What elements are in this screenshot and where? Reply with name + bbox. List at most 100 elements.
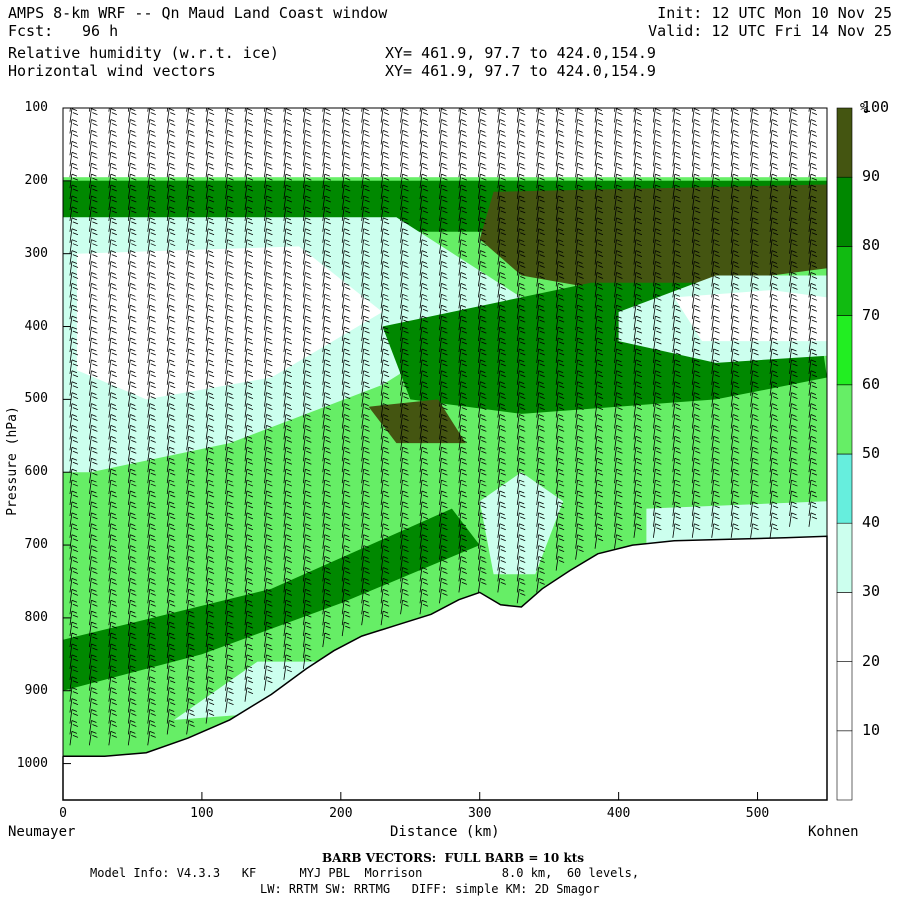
wind-barb — [147, 359, 156, 374]
wind-barb — [302, 556, 312, 571]
wind-barb — [127, 337, 137, 353]
wind-barb — [769, 348, 779, 364]
wind-barb — [225, 184, 234, 200]
wind-barb — [691, 283, 701, 298]
wind-barb — [147, 272, 156, 287]
wind-barb — [361, 272, 370, 287]
wind-barb — [730, 512, 740, 527]
wind-barb — [244, 567, 254, 582]
wind-barb — [419, 228, 429, 243]
wind-barb — [166, 523, 176, 538]
wind-barb — [380, 425, 390, 440]
wind-barb — [302, 283, 312, 298]
wind-barb — [672, 446, 681, 462]
wind-barb — [439, 337, 448, 353]
wind-barb — [769, 425, 779, 440]
wind-barb — [769, 501, 779, 516]
wind-barb — [166, 392, 176, 407]
wind-barb — [341, 130, 351, 145]
wind-barb — [711, 184, 720, 200]
wind-barb — [341, 304, 351, 320]
wind-barb — [264, 326, 273, 342]
wind-barb — [225, 119, 234, 134]
wind-barb — [769, 468, 779, 484]
wind-barb — [575, 119, 584, 134]
wind-barb — [186, 140, 195, 156]
wind-barb — [711, 293, 720, 309]
wind-barb — [361, 315, 370, 331]
wind-barb — [439, 359, 448, 374]
wind-barb — [127, 250, 137, 265]
wind-barb — [769, 337, 779, 353]
wind-barb — [594, 108, 604, 123]
wind-barb — [127, 370, 137, 385]
wind-barb — [166, 414, 176, 429]
wind-barb — [166, 457, 176, 473]
wind-barb — [88, 108, 91, 112]
wind-barb — [555, 392, 565, 407]
wind-barb — [283, 228, 293, 243]
wind-barb — [225, 250, 234, 265]
wind-barb — [614, 293, 623, 309]
wind-barb — [380, 283, 390, 298]
wind-barb — [205, 687, 215, 702]
wind-barb — [400, 217, 409, 232]
wind-barb — [614, 228, 623, 243]
wind-barb — [477, 414, 487, 429]
wind-barb — [419, 140, 429, 156]
wind-barb — [69, 304, 79, 320]
wind-barb — [633, 381, 643, 396]
wind-barb — [225, 457, 234, 473]
wind-barb — [575, 501, 584, 516]
wind-barb — [147, 337, 156, 353]
wind-barb — [575, 468, 584, 484]
wind-barb — [341, 588, 351, 604]
wind-barb — [458, 512, 468, 527]
wind-barb — [400, 206, 409, 221]
wind-barb — [361, 228, 370, 243]
wind-barb — [536, 348, 545, 364]
wind-barb — [225, 425, 234, 440]
wind-barb — [691, 490, 701, 506]
wind-barb — [361, 108, 370, 123]
wind-barb — [458, 184, 468, 200]
wind-barb — [186, 272, 195, 287]
wind-barb — [789, 337, 798, 353]
wind-barb — [536, 392, 545, 407]
wind-barb — [205, 381, 215, 396]
colorbar-label: 80 — [862, 236, 881, 255]
colorbar-swatch — [836, 315, 853, 386]
wind-barb — [88, 348, 98, 364]
wind-barb — [516, 348, 526, 364]
wind-barb — [69, 239, 79, 254]
wind-barb — [789, 162, 798, 178]
wind-barb — [419, 239, 429, 254]
wind-barb — [69, 151, 79, 167]
wind-barb — [108, 457, 117, 473]
wind-barb — [341, 250, 351, 265]
wind-barb — [555, 206, 565, 221]
wind-barb — [808, 140, 818, 156]
wind-barb — [458, 403, 468, 418]
wind-barb — [88, 621, 98, 637]
wind-barb — [400, 588, 409, 604]
wind-barb — [302, 326, 312, 342]
wind-barb — [69, 523, 79, 538]
wind-barb — [400, 381, 409, 396]
wind-barb — [555, 140, 565, 156]
wind-barb — [711, 425, 720, 440]
wind-barb — [283, 403, 293, 418]
wind-barb — [477, 446, 487, 462]
wind-barb — [244, 239, 254, 254]
wind-barb — [594, 512, 604, 527]
wind-barb — [302, 578, 312, 593]
wind-barb — [808, 272, 818, 287]
wind-barb — [166, 381, 176, 396]
wind-barb — [808, 392, 818, 407]
wind-barb — [341, 446, 351, 462]
wind-barb — [711, 217, 720, 232]
wind-barb — [439, 140, 448, 156]
wind-barb — [127, 698, 137, 713]
wind-barb — [225, 588, 234, 604]
wind-barb — [225, 435, 234, 451]
